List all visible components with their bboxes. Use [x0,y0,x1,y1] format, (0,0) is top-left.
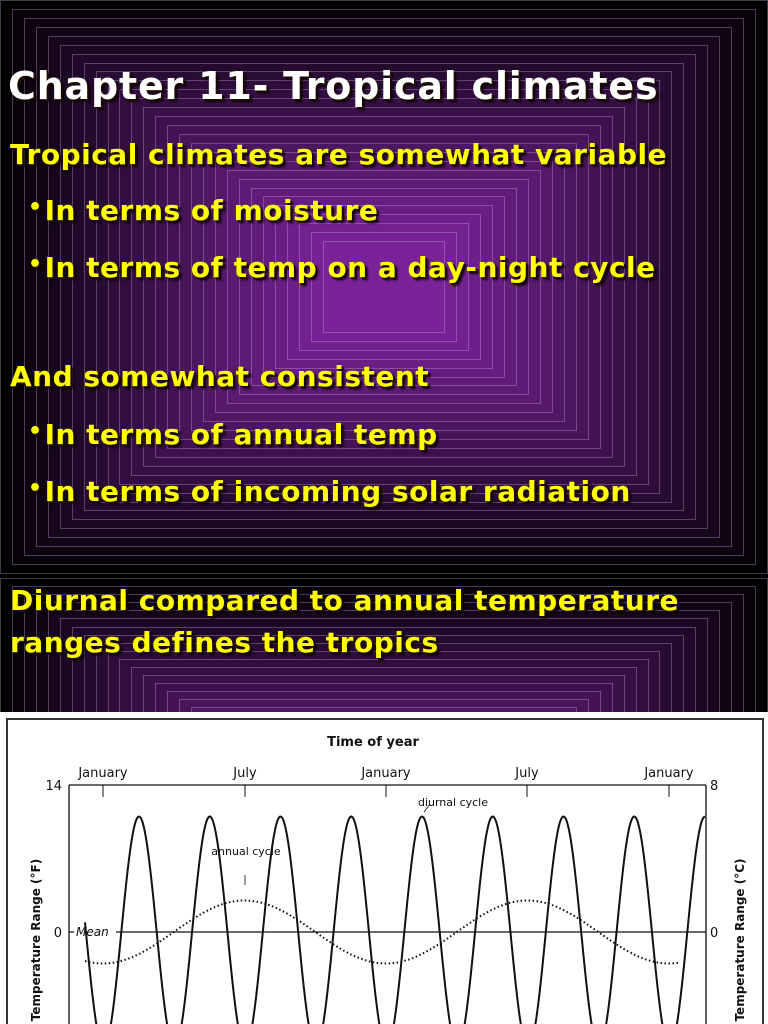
annotation-annual: annual cycle [211,845,281,858]
mean-label: Mean [76,925,109,939]
bullet-moisture: •In terms of moisture [28,194,379,227]
left-tick-0: 0 [54,926,62,941]
svg-text:January: January [360,766,411,781]
annual-cycle-line [84,899,681,965]
svg-text:July: July [232,766,257,781]
slide-1: Chapter 11- Tropical climates Tropical c… [0,0,768,574]
bullet-solar-radiation: •In terms of incoming solar radiation [28,475,631,508]
svg-text:January: January [77,766,128,781]
diurnal-cycle-line [84,815,706,1024]
plot-frame [68,784,707,1024]
bullet-icon: • [28,195,43,220]
bullet-icon: • [28,252,43,277]
chart-title: Time of year [327,735,419,750]
bullet-icon: • [28,476,43,501]
bullet-icon: • [28,419,43,444]
heading-variable: Tropical climates are somewhat variable [10,138,668,171]
bullet-day-night: •In terms of temp on a day-night cycle [28,251,656,284]
annotation-leaders [244,803,431,885]
temperature-range-chart: Time of year January July January July J… [0,712,768,1024]
slide-title: Chapter 11- Tropical climates [8,64,659,108]
left-tick-14: 14 [45,779,62,794]
slide-2-heading-line-2: ranges defines the tropics [10,626,439,659]
tick-marks [102,785,670,797]
annotation-diurnal: diurnal cycle [418,796,488,809]
bullet-annual-temp: •In terms of annual temp [28,418,438,451]
svg-text:July: July [514,766,539,781]
slide-1-background [0,0,768,574]
figure-border [6,718,764,1024]
svg-text:January: January [643,766,694,781]
heading-consistent: And somewhat consistent [10,360,430,393]
right-tick-8: 8 [710,779,718,794]
left-axis-label: Temperature Range (°F) [29,859,43,1021]
slide-2-heading-line-1: Diurnal compared to annual temperature [10,584,680,617]
top-axis-ticks: January July January July January [77,766,694,781]
right-axis-label: Temperature Range (°C) [733,858,747,1021]
chart-svg: Time of year January July January July J… [6,718,764,1024]
right-tick-0: 0 [710,926,718,941]
